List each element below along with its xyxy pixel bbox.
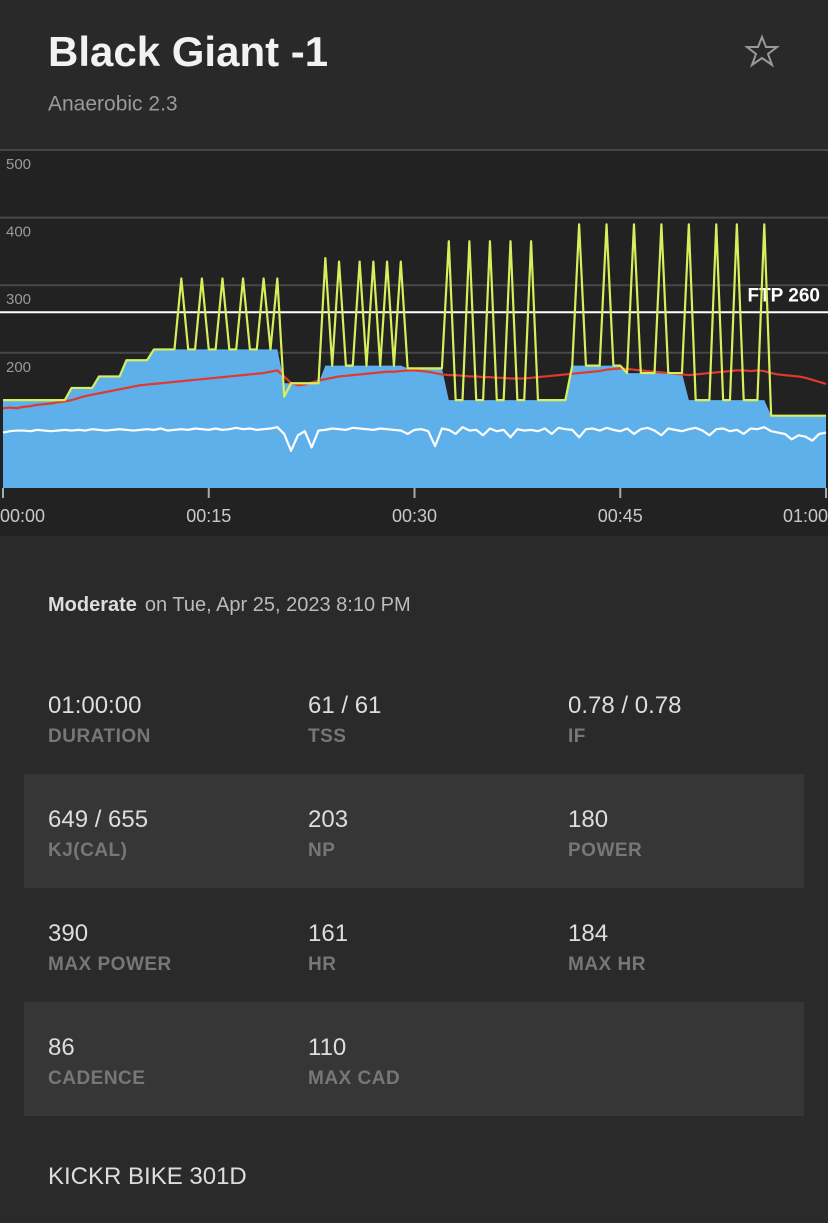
date: on Tue, Apr 25, 2023 8:10 PM — [144, 594, 411, 616]
stat-label: MAX CAD — [308, 1068, 401, 1089]
x-tick-label: 00:30 — [392, 506, 437, 526]
stat: 184 MAX HR — [568, 920, 646, 976]
stat-row: 390 MAX POWER 161 HR 184 MAX HR — [24, 888, 804, 1002]
stat-label: KJ(CAL) — [48, 840, 128, 861]
stat-value: 180 — [568, 806, 609, 833]
stat-label: POWER — [568, 840, 643, 861]
stat: 0.78 / 0.78 IF — [568, 692, 681, 748]
series-line — [2, 426, 827, 452]
stat-value: 649 / 655 — [48, 806, 149, 833]
stat-value: 61 / 61 — [308, 692, 382, 719]
intensity: Moderate — [48, 594, 137, 616]
x-tick-label: 00:15 — [186, 506, 231, 526]
ftp-label: FTP 260 — [747, 285, 820, 306]
subtitle: Anaerobic 2.3 — [48, 93, 178, 116]
device: KICKR BIKE 301D — [48, 1163, 247, 1190]
stat-label: MAX POWER — [48, 954, 172, 975]
stat-label: NP — [308, 840, 336, 861]
title: Black Giant -1 — [48, 28, 328, 75]
stat-label: IF — [568, 726, 586, 747]
stat: 203 NP — [308, 806, 348, 862]
stat: 649 / 655 KJ(CAL) — [48, 806, 148, 862]
stat-value: 390 — [48, 920, 89, 947]
stat: 86 CADENCE — [48, 1034, 145, 1090]
stat: 110 MAX CAD — [308, 1034, 400, 1090]
stat-value: 184 — [568, 920, 609, 947]
summary: Moderate on Tue, Apr 25, 2023 8:10 PM — [48, 594, 411, 617]
series-line — [3, 223, 826, 417]
stat: 01:00:00 DURATION — [48, 692, 151, 748]
stat-row: 01:00:00 DURATION 61 / 61 TSS 0.78 / 0.78 IF — [24, 660, 804, 774]
y-tick-label: 500 — [6, 156, 31, 173]
y-tick-label: 400 — [6, 224, 31, 241]
stat-label: HR — [308, 954, 337, 975]
x-tick-label: 00:00 — [0, 506, 45, 526]
stat: 390 MAX POWER — [48, 920, 172, 976]
header-bg — [0, 0, 828, 150]
stat-value: 86 — [48, 1034, 75, 1061]
y-tick-label: 300 — [6, 291, 31, 308]
stat-label: CADENCE — [48, 1068, 146, 1089]
series-line — [2, 367, 827, 410]
stat-label: DURATION — [48, 726, 151, 747]
stat-value: 110 — [308, 1034, 347, 1061]
stat-row: 86 CADENCE 110 MAX CAD — [24, 1002, 804, 1116]
stats: 01:00:00 DURATION 61 / 61 TSS 0.78 / 0.78 IF 6… — [24, 660, 804, 1116]
stat: 61 / 61 TSS — [308, 692, 381, 748]
stat-row: 649 / 655 KJ(CAL) 203 NP 180 POWER — [24, 774, 804, 888]
x-tick-label: 00:45 — [598, 506, 643, 526]
stat-label: MAX HR — [568, 954, 646, 975]
favorite-star[interactable] — [744, 34, 780, 68]
x-tick-label: 01:00 — [783, 506, 828, 526]
y-tick-label: 200 — [6, 359, 31, 376]
stat-value: 01:00:00 — [48, 692, 142, 719]
stat: 161 HR — [308, 920, 348, 976]
stat-value: 203 — [308, 806, 349, 833]
stat: 180 POWER — [568, 806, 642, 862]
stat-label: TSS — [308, 726, 347, 747]
stat-value: 0.78 / 0.78 — [568, 692, 682, 719]
target-power-area — [3, 349, 826, 488]
stat-value: 161 — [308, 920, 349, 947]
chart: Black Giant -1 Anaerobic 2.3 200 300 400 50… — [0, 0, 828, 536]
